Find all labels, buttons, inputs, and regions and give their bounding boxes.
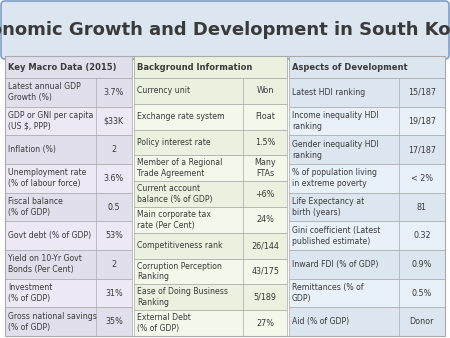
Text: Won: Won	[256, 87, 274, 95]
Bar	[5, 78, 132, 107]
Text: 3.7%: 3.7%	[104, 88, 124, 97]
Text: Main corporate tax
rate (Per Cent): Main corporate tax rate (Per Cent)	[137, 210, 211, 230]
Text: Float: Float	[255, 112, 275, 121]
Text: Life Expectancy at
birth (years): Life Expectancy at birth (years)	[292, 197, 364, 217]
Text: 5/189: 5/189	[254, 293, 277, 302]
Text: Fiscal balance
(% of GDP): Fiscal balance (% of GDP)	[8, 197, 63, 217]
Text: 0.5: 0.5	[108, 202, 120, 212]
Text: 1.5%: 1.5%	[255, 138, 275, 147]
Bar	[5, 221, 132, 250]
Bar	[134, 129, 287, 155]
Text: 17/187: 17/187	[408, 145, 436, 154]
Text: Investment
(% of GDP): Investment (% of GDP)	[8, 283, 52, 303]
Text: Income inequality HDI
ranking: Income inequality HDI ranking	[292, 111, 378, 131]
Bar	[289, 279, 445, 307]
Text: 19/187: 19/187	[408, 117, 436, 125]
Text: Unemployment rate
(% of labour force): Unemployment rate (% of labour force)	[8, 168, 86, 188]
Bar	[5, 135, 132, 164]
Text: Currency unit: Currency unit	[137, 87, 190, 95]
Bar	[134, 104, 287, 129]
Text: Latest annual GDP
Growth (%): Latest annual GDP Growth (%)	[8, 82, 81, 102]
Bar	[289, 56, 445, 78]
Text: Corruption Perception
Ranking: Corruption Perception Ranking	[137, 262, 222, 281]
Bar	[289, 78, 445, 107]
Bar	[5, 164, 132, 193]
Bar	[134, 233, 287, 259]
Bar	[134, 310, 287, 336]
Text: 2: 2	[111, 260, 117, 269]
Text: Inflation (%): Inflation (%)	[8, 145, 56, 154]
Text: 35%: 35%	[105, 317, 123, 326]
Text: Gender inequality HDI
ranking: Gender inequality HDI ranking	[292, 140, 379, 160]
Text: Latest HDI ranking: Latest HDI ranking	[292, 88, 365, 97]
Text: Ease of Doing Business
Ranking: Ease of Doing Business Ranking	[137, 287, 228, 307]
Text: Policy interest rate: Policy interest rate	[137, 138, 211, 147]
Text: 53%: 53%	[105, 231, 123, 240]
Text: 27%: 27%	[256, 319, 274, 328]
Text: 26/144: 26/144	[251, 241, 279, 250]
FancyBboxPatch shape	[1, 1, 449, 59]
Text: 0.9%: 0.9%	[412, 260, 432, 269]
Text: External Debt
(% of GDP): External Debt (% of GDP)	[137, 313, 191, 333]
Text: 81: 81	[417, 202, 427, 212]
Bar	[5, 279, 132, 307]
Text: % of population living
in extreme poverty: % of population living in extreme povert…	[292, 168, 377, 188]
Text: Inward FDI (% of GDP): Inward FDI (% of GDP)	[292, 260, 378, 269]
Text: 0.32: 0.32	[413, 231, 431, 240]
Text: 2: 2	[111, 145, 117, 154]
Bar	[134, 155, 287, 181]
Bar	[5, 307, 132, 336]
Text: Current account
balance (% of GDP): Current account balance (% of GDP)	[137, 184, 212, 204]
Bar	[289, 307, 445, 336]
Text: Many
FTAs: Many FTAs	[254, 159, 276, 178]
Text: Economic Growth and Development in South Korea: Economic Growth and Development in South…	[0, 21, 450, 39]
Text: Govt debt (% of GDP): Govt debt (% of GDP)	[8, 231, 91, 240]
Bar	[289, 193, 445, 221]
Bar	[134, 181, 287, 207]
Bar	[5, 107, 132, 135]
Text: Donor: Donor	[410, 317, 434, 326]
Bar	[289, 250, 445, 279]
Text: Remittances (% of
GDP): Remittances (% of GDP)	[292, 283, 364, 303]
Text: 31%: 31%	[105, 289, 123, 297]
Bar	[134, 207, 287, 233]
Text: Gross national savings
(% of GDP): Gross national savings (% of GDP)	[8, 312, 97, 332]
Bar	[289, 107, 445, 135]
Text: 43/175: 43/175	[251, 267, 279, 276]
Text: < 2%: < 2%	[411, 174, 433, 183]
Bar	[134, 56, 287, 78]
Bar	[5, 56, 445, 336]
Text: Key Macro Data (2015): Key Macro Data (2015)	[8, 63, 117, 72]
Text: 24%: 24%	[256, 215, 274, 224]
Bar	[289, 221, 445, 250]
Text: 15/187: 15/187	[408, 88, 436, 97]
Text: Gini coefficient (Latest
published estimate): Gini coefficient (Latest published estim…	[292, 226, 380, 245]
Text: Exchange rate system: Exchange rate system	[137, 112, 225, 121]
Bar	[134, 284, 287, 310]
Text: Aid (% of GDP): Aid (% of GDP)	[292, 317, 349, 326]
Text: $33K: $33K	[104, 117, 124, 125]
Text: Competitiveness rank: Competitiveness rank	[137, 241, 223, 250]
Text: +6%: +6%	[256, 190, 275, 199]
Bar	[5, 56, 132, 78]
Bar	[289, 164, 445, 193]
Bar	[134, 259, 287, 284]
Text: Member of a Regional
Trade Agreement: Member of a Regional Trade Agreement	[137, 159, 222, 178]
Text: Yield on 10-Yr Govt
Bonds (Per Cent): Yield on 10-Yr Govt Bonds (Per Cent)	[8, 255, 82, 274]
Bar	[134, 78, 287, 104]
Text: 3.6%: 3.6%	[104, 174, 124, 183]
Text: Aspects of Development: Aspects of Development	[292, 63, 408, 72]
Bar	[289, 135, 445, 164]
Text: 0.5%: 0.5%	[412, 289, 432, 297]
Bar	[5, 250, 132, 279]
Text: GDP or GNI per capita
(US $, PPP): GDP or GNI per capita (US $, PPP)	[8, 111, 94, 131]
Bar	[5, 193, 132, 221]
Text: Background Information: Background Information	[137, 63, 252, 72]
